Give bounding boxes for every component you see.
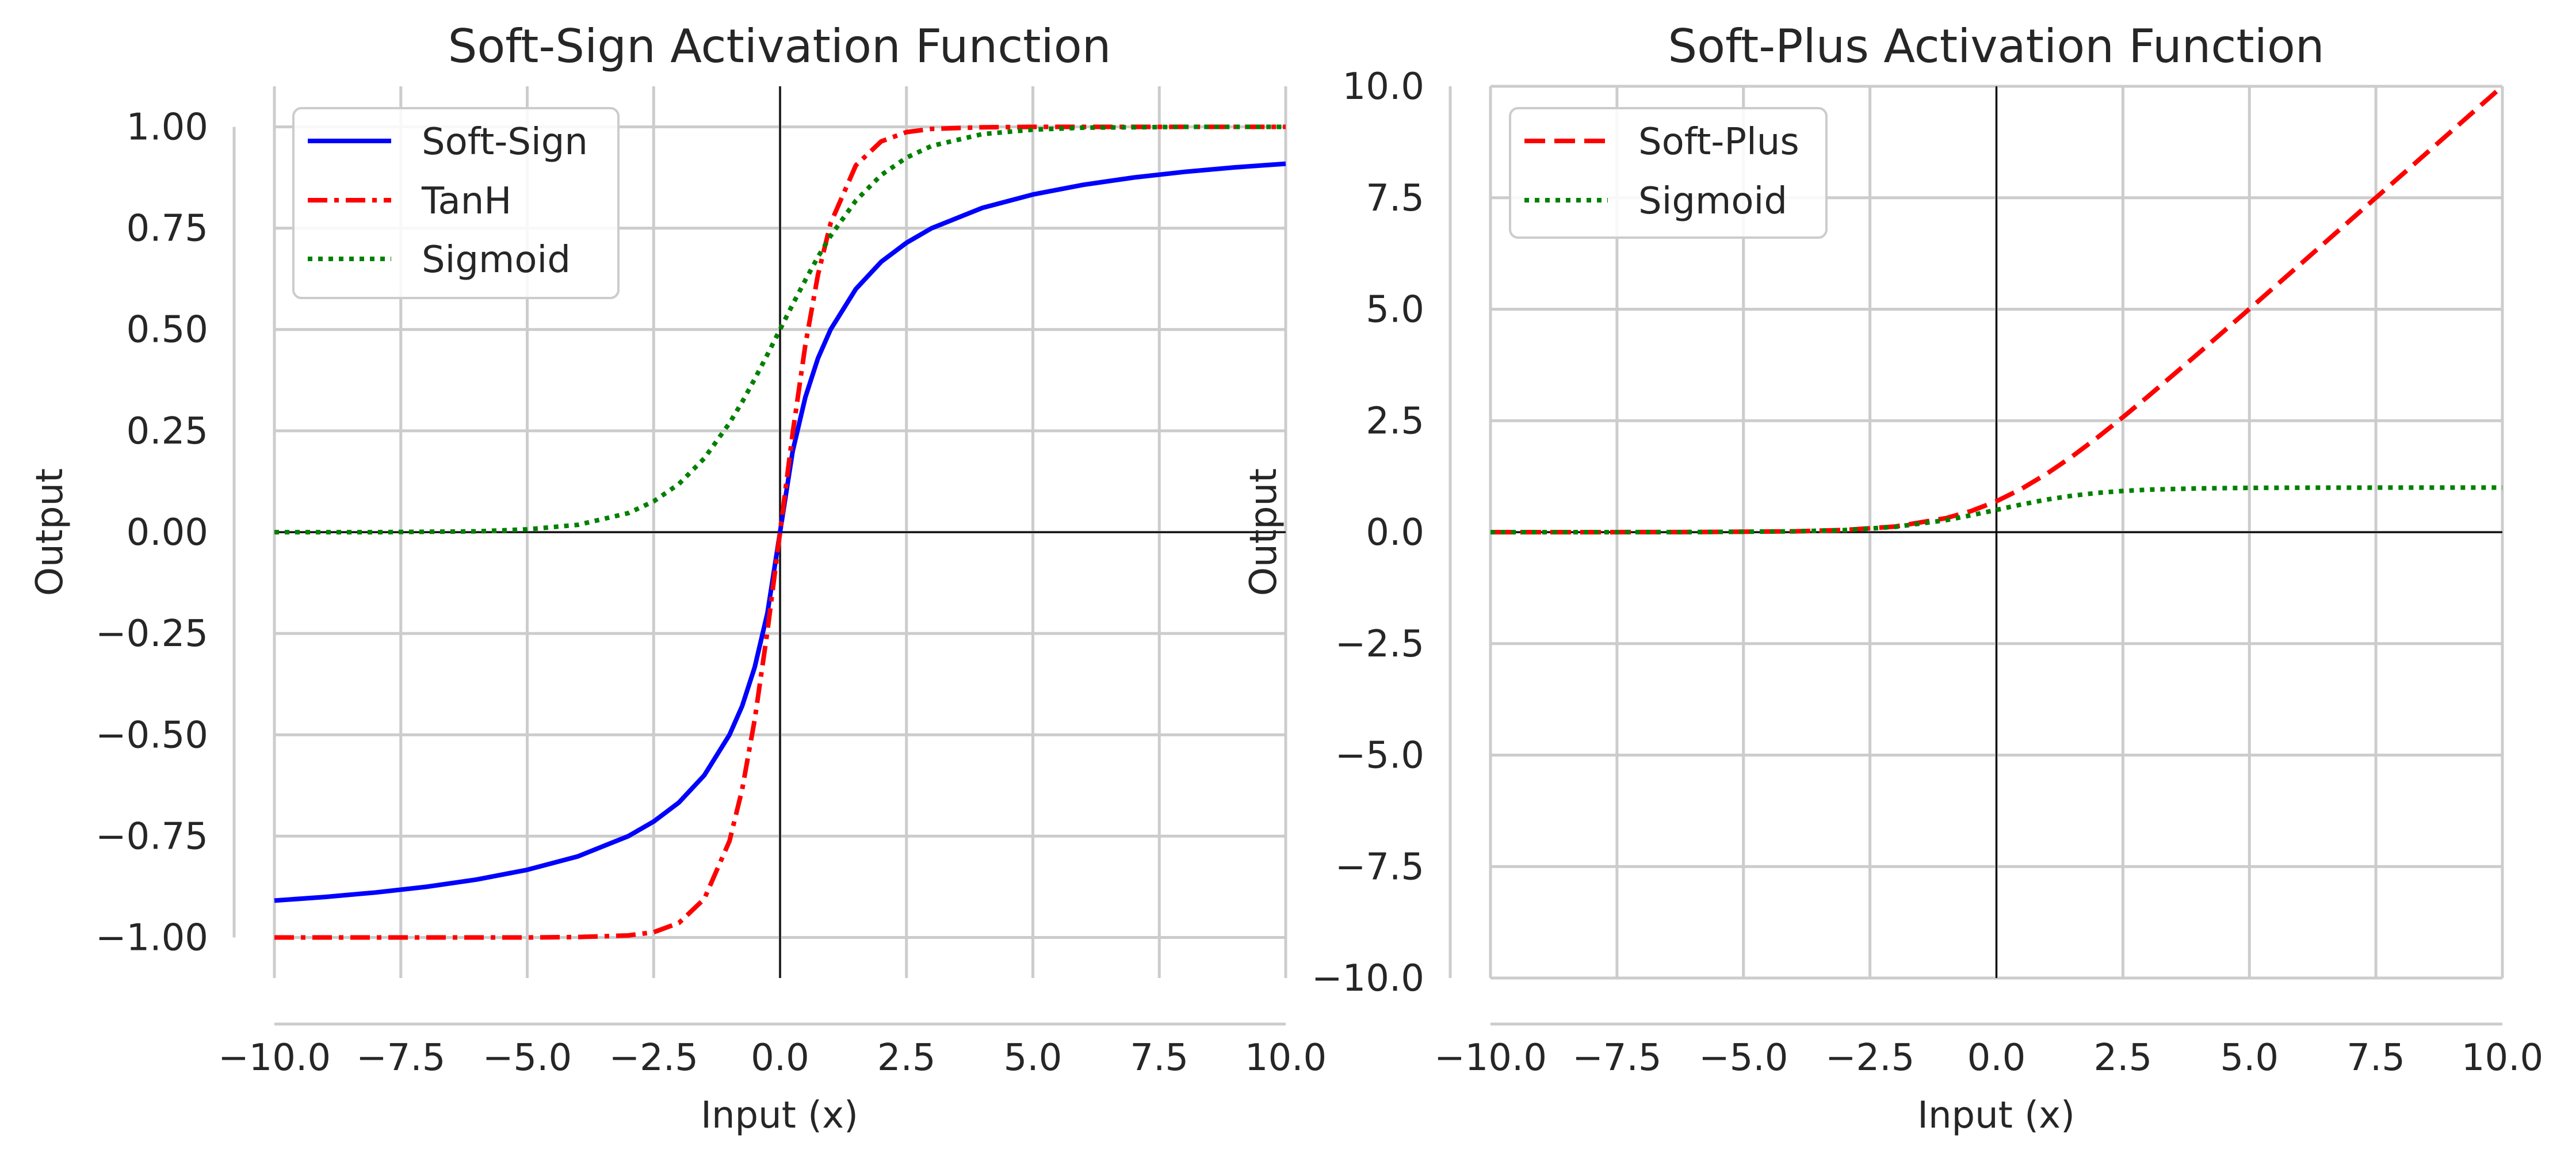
x-tick-label: 5.0: [1004, 1037, 1062, 1079]
x-tick-label: 0.0: [1967, 1037, 2026, 1079]
y-tick-label: 0.00: [127, 511, 209, 554]
series-lines: [1490, 84, 2504, 534]
x-tick-label: 10.0: [2462, 1037, 2544, 1079]
x-tick-label: −2.5: [609, 1037, 698, 1079]
y-tick-label: 10.0: [1343, 66, 1425, 108]
x-tick-label: 7.5: [2346, 1037, 2405, 1079]
x-tick-label: −5.0: [1699, 1037, 1788, 1079]
series-line-soft-plus: [1490, 84, 2504, 534]
y-axis-label: Output: [1243, 468, 1285, 596]
x-axis-label: Input (x): [701, 1094, 858, 1137]
x-axis-label: Input (x): [1917, 1094, 2075, 1137]
chart-title: Soft-Plus Activation Function: [1668, 20, 2324, 73]
tick-labels: −10.0 −7.5 −5.0 −2.5 0.0 2.5 5.0 7.5 10.0 −10.0 −7…: [1312, 66, 2543, 1079]
series-line-sigmoid: [1490, 485, 2502, 534]
legend-label-softsign: Soft-Sign: [422, 121, 588, 163]
softsign-chart: Soft-Sign Activation Function Input (x) …: [29, 20, 1327, 1137]
softplus-chart: Soft-Plus Activation Function Input (x) …: [1243, 20, 2543, 1137]
y-tick-label: 0.25: [127, 410, 209, 453]
y-tick-label: −10.0: [1312, 957, 1424, 1000]
y-tick-label: 0.0: [1366, 511, 1424, 554]
x-tick-label: 2.5: [2093, 1037, 2152, 1079]
x-tick-label: −7.5: [356, 1037, 445, 1079]
y-axis-label: Output: [29, 468, 71, 596]
y-tick-label: 1.00: [127, 106, 209, 148]
legend-label-tanh: TanH: [421, 180, 511, 223]
axis-spines: [232, 127, 1286, 1026]
y-tick-label: −0.25: [95, 613, 208, 655]
x-tick-label: 10.0: [1245, 1037, 1327, 1079]
y-tick-label: −7.5: [1335, 846, 1424, 888]
x-tick-label: 0.0: [751, 1037, 809, 1079]
legend: Soft-Sign TanH Sigmoid: [292, 107, 620, 299]
legend-label-sigmoid: Sigmoid: [1638, 180, 1787, 223]
x-tick-label: −10.0: [1434, 1037, 1547, 1079]
x-tick-label: 7.5: [1130, 1037, 1188, 1079]
x-tick-label: 5.0: [2220, 1037, 2279, 1079]
series-line-tanh: [274, 124, 1286, 940]
legend-box: [292, 107, 620, 299]
x-tick-label: −7.5: [1572, 1037, 1661, 1079]
y-tick-label: −0.50: [95, 714, 208, 757]
x-tick-label: 2.5: [877, 1037, 936, 1079]
y-tick-label: −1.00: [95, 917, 208, 960]
x-tick-label: −5.0: [483, 1037, 572, 1079]
y-tick-label: −0.75: [95, 815, 208, 858]
legend: Soft-Plus Sigmoid: [1509, 107, 1828, 239]
y-tick-label: 0.50: [127, 309, 209, 352]
y-tick-label: 2.5: [1366, 400, 1424, 442]
y-tick-label: 7.5: [1366, 177, 1424, 220]
x-tick-label: −10.0: [218, 1037, 331, 1079]
legend-label-softplus: Soft-Plus: [1638, 121, 1799, 163]
y-tick-label: −2.5: [1335, 623, 1424, 666]
tick-labels: −10.0 −7.5 −5.0 −2.5 0.0 2.5 5.0 7.5 10.0 −1.00 −0…: [95, 106, 1327, 1079]
series-line-sigmoid: [274, 124, 1286, 534]
x-tick-label: −2.5: [1825, 1037, 1914, 1079]
axis-spines: [1448, 86, 2502, 1026]
y-tick-label: 0.75: [127, 208, 209, 250]
legend-label-sigmoid: Sigmoid: [422, 239, 571, 281]
y-tick-label: 5.0: [1366, 289, 1424, 331]
y-tick-label: −5.0: [1335, 735, 1424, 777]
series-line-soft-sign: [274, 161, 1286, 903]
chart-title: Soft-Sign Activation Function: [448, 20, 1111, 73]
series-lines: [274, 124, 1286, 940]
